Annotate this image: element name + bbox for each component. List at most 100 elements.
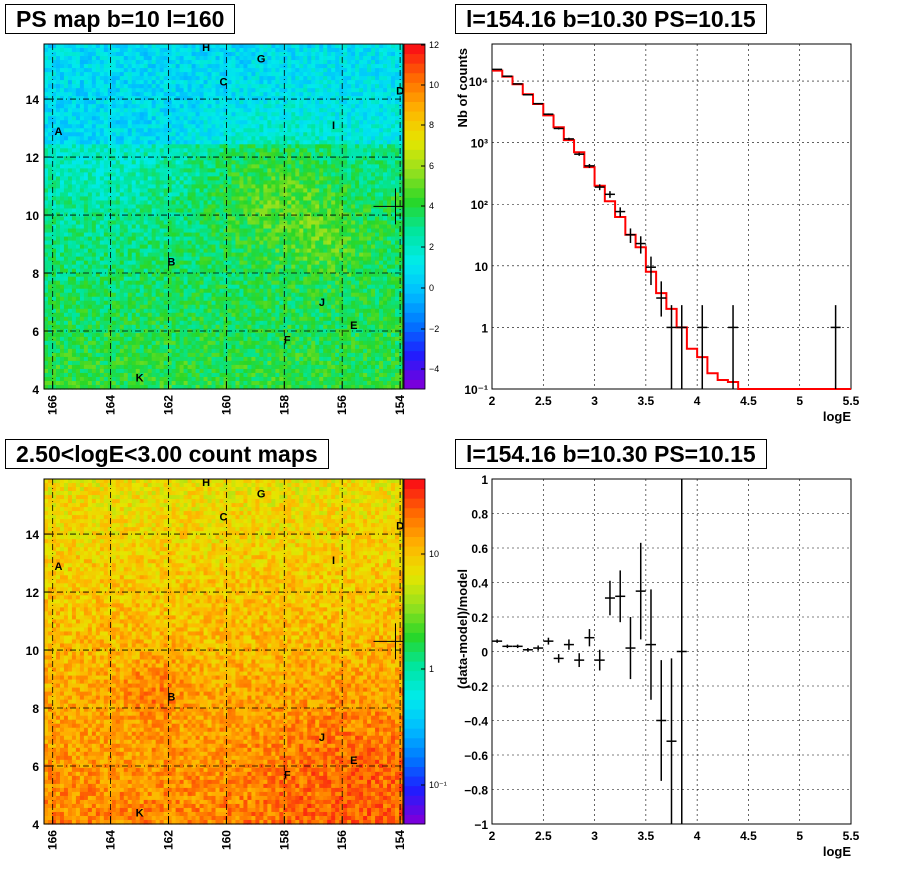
map-pixel [87,200,93,206]
map-pixel [151,172,157,177]
map-pixel [207,136,213,141]
map-pixel [231,184,237,190]
map-pixel [223,216,229,222]
map-pixel [155,116,161,121]
map-pixel [159,208,165,214]
map-pixel [239,368,245,374]
map-pixel [255,256,260,262]
map-pixel [199,312,205,318]
map-pixel [115,136,121,141]
map-pixel [103,120,109,125]
map-pixel [87,116,93,121]
map-pixel [207,192,213,198]
map-pixel [75,172,81,177]
map-pixel [127,176,133,181]
map-pixel [259,68,264,73]
map-pixel [115,304,121,310]
map-pixel [159,92,165,97]
map-pixel [99,356,105,362]
map-pixel [211,52,217,57]
map-pixel [175,56,181,61]
map-pixel [131,72,137,77]
map-pixel [251,176,257,181]
map-pixel [175,108,181,113]
map-pixel [55,180,61,186]
map-pixel [95,236,101,242]
map-pixel [163,172,169,177]
map-pixel [107,280,113,286]
map-pixel [127,216,133,222]
map-pixel [207,44,213,49]
map-pixel [167,164,173,169]
map-pixel [87,252,93,258]
map-pixel [187,320,193,326]
map-pixel [79,260,85,266]
map-pixel [215,308,221,314]
map-pixel [271,100,276,105]
map-pixel [199,140,205,145]
map-pixel [147,76,153,81]
map-pixel [227,76,233,81]
map-pixel [47,344,53,350]
map-pixel [207,248,213,254]
map-pixel [111,80,117,85]
map-pixel [63,152,69,157]
map-pixel [159,296,165,302]
map-pixel [51,136,57,141]
map-pixel [259,292,264,298]
map-pixel [211,152,217,157]
map-pixel [135,164,141,169]
map-pixel [167,256,173,262]
map-pixel [83,164,89,169]
map-pixel [207,364,213,370]
map-pixel [99,88,105,93]
map-pixel [199,268,205,274]
map-pixel [199,340,205,346]
map-pixel [55,92,61,97]
map-pixel [147,228,153,234]
map-pixel [95,196,101,202]
map-pixel [103,232,109,238]
map-pixel [67,84,73,89]
map-pixel [163,232,169,238]
map-pixel [263,376,268,382]
map-pixel [247,128,253,133]
map-pixel [139,156,145,161]
map-pixel [179,84,185,89]
map-pixel [251,64,257,69]
map-pixel [55,140,61,145]
map-pixel [115,204,121,210]
map-pixel [103,140,109,145]
map-pixel [71,224,77,230]
map-pixel [99,248,105,254]
map-pixel [259,204,264,210]
map-pixel [87,296,93,302]
map-pixel [51,364,57,370]
map-pixel [159,184,165,190]
map-pixel [239,200,245,206]
map-pixel [119,312,125,318]
map-pixel [67,304,73,310]
map-pixel [267,284,272,290]
map-pixel [239,244,245,250]
map-pixel [99,380,105,386]
map-pixel [183,96,189,101]
map-pixel [51,204,57,210]
map-pixel [223,324,229,330]
map-pixel [263,248,268,254]
map-pixel [183,308,189,314]
map-pixel [119,348,125,354]
map-pixel [203,284,209,290]
map-pixel [195,276,201,282]
map-pixel [271,208,276,214]
map-pixel [155,264,161,270]
map-pixel [139,184,145,190]
map-pixel [183,240,189,246]
map-pixel [107,352,113,358]
map-pixel [103,224,109,230]
map-pixel [171,192,177,198]
map-pixel [239,116,245,121]
map-pixel [231,56,237,61]
map-pixel [71,156,77,161]
map-pixel [91,232,97,238]
